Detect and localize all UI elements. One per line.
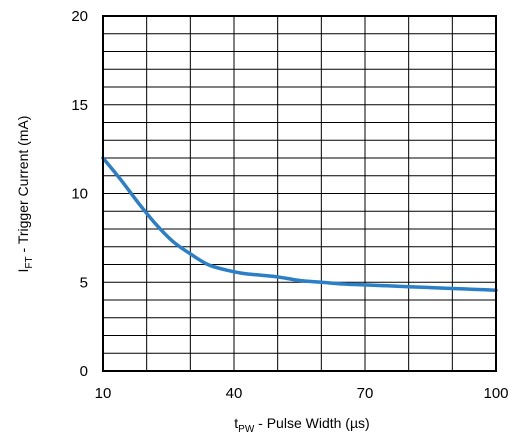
x-axis-label-rest: - Pulse Width (µs) bbox=[254, 415, 369, 431]
y-axis-label-rest: - Trigger Current (mA) bbox=[15, 116, 31, 257]
y-axis-label-sub: FT bbox=[24, 256, 35, 268]
y-tick-label-2: 10 bbox=[71, 186, 88, 203]
y-tick-label-3: 15 bbox=[71, 97, 88, 114]
x-tick-label-3: 100 bbox=[483, 385, 508, 402]
series-line-0 bbox=[101, 156, 498, 292]
y-axis-label-main: I bbox=[15, 269, 31, 273]
x-axis-label-main: t bbox=[234, 415, 238, 431]
x-axis-label: tPW - Pulse Width (µs) bbox=[234, 415, 369, 435]
x-axis-label-sub: PW bbox=[238, 424, 255, 435]
y-axis-label: IFT - Trigger Current (mA) bbox=[15, 116, 35, 273]
series-layer bbox=[101, 156, 498, 292]
y-tick-label-0: 0 bbox=[80, 363, 88, 380]
x-tick-label-1: 40 bbox=[226, 385, 243, 402]
x-tick-labels: 10 40 70 100 bbox=[95, 385, 509, 402]
y-tick-labels: 0 5 10 15 20 bbox=[71, 8, 88, 380]
y-tick-label-1: 5 bbox=[80, 274, 88, 291]
x-tick-label-2: 70 bbox=[357, 385, 374, 402]
y-tick-label-4: 20 bbox=[71, 8, 88, 25]
grid bbox=[103, 16, 496, 371]
x-tick-label-0: 10 bbox=[95, 385, 112, 402]
plot-frame bbox=[102, 15, 497, 372]
